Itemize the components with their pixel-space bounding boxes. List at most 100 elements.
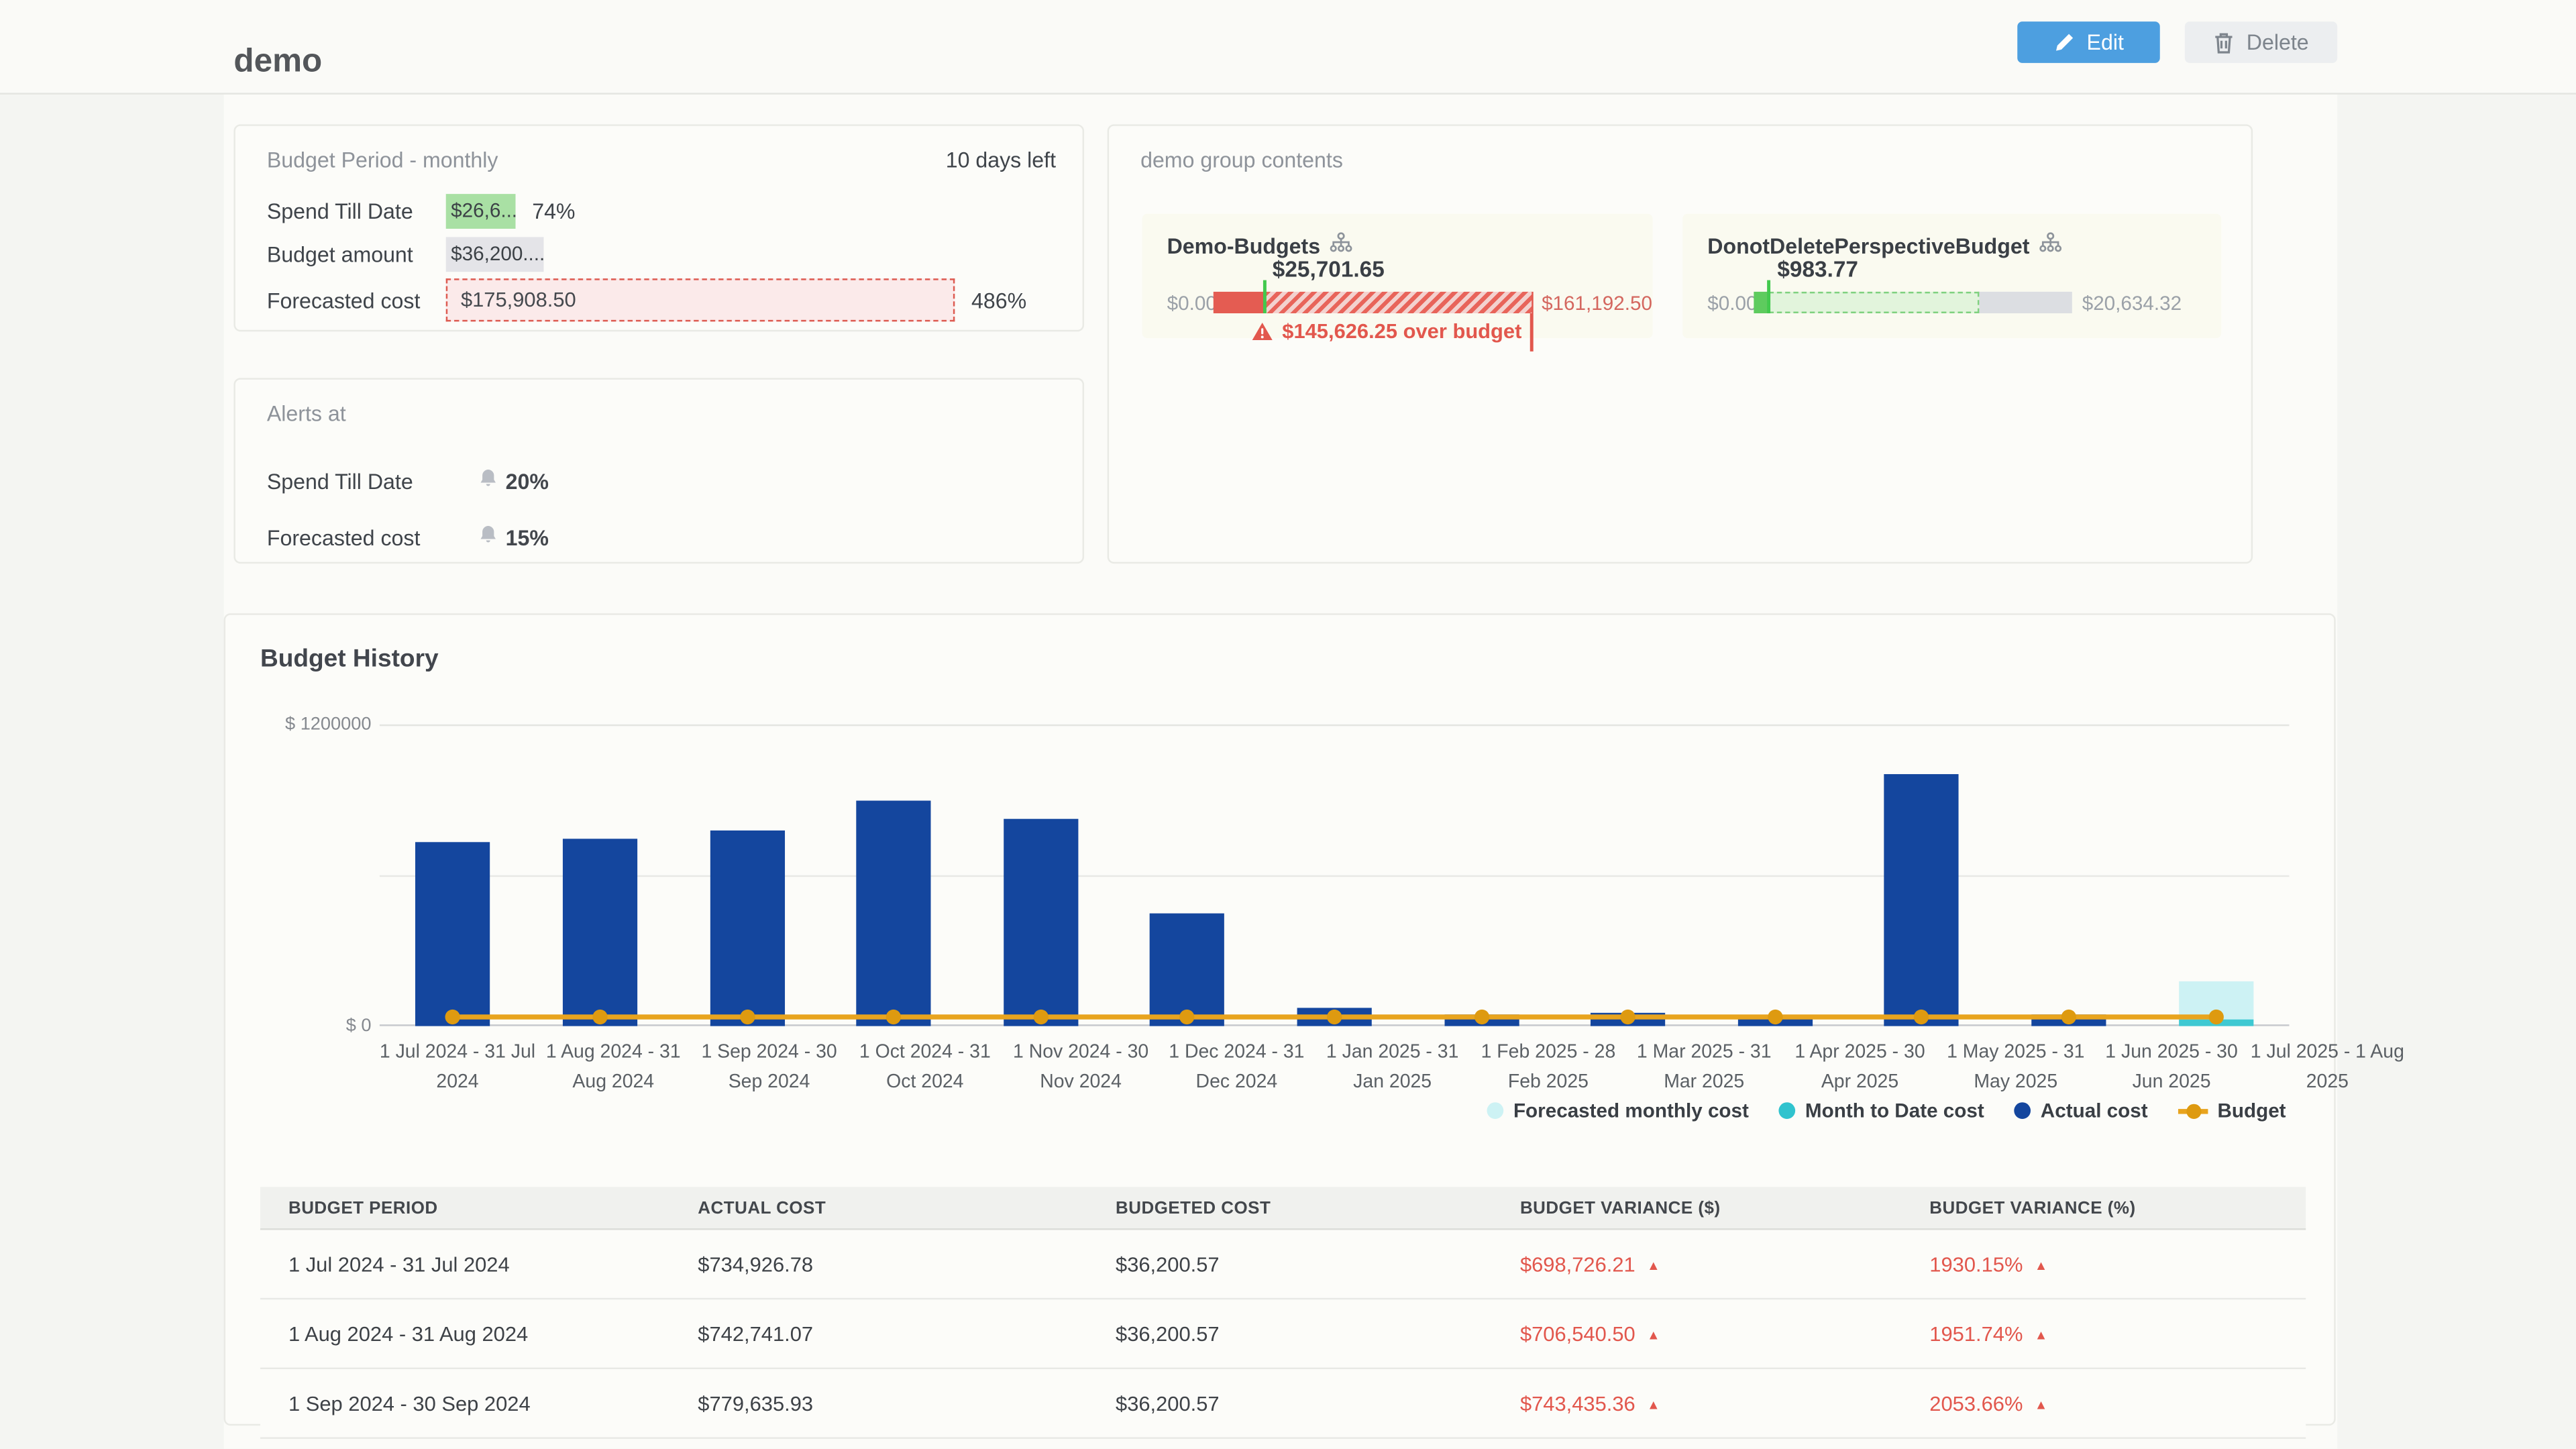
x-axis-tick-label: 1 Apr 2025 - 30 Apr 2025 [1794, 1042, 1925, 1092]
table-cell: 1951.74% ▲ [1929, 1322, 2048, 1346]
x-axis-tick-label: 1 Mar 2025 - 31 Mar 2025 [1636, 1042, 1772, 1092]
legend-item-budget[interactable]: Budget [2178, 1099, 2286, 1122]
table-cell: $36,200.57 [1116, 1322, 1220, 1346]
group-budget-name[interactable]: DonotDeletePerspectiveBudget [1707, 232, 2063, 259]
actual-cost-bar[interactable] [1150, 912, 1225, 1026]
legend-dot [1778, 1102, 1796, 1119]
warning-icon [1252, 320, 1282, 343]
alert-row: Forecasted cost 15% [267, 509, 1056, 566]
chart-slot [674, 724, 820, 1026]
alert-row-label: Spend Till Date [266, 468, 413, 494]
group-budget-name-text: Demo-Budgets [1167, 233, 1321, 258]
x-axis-tick-label: 1 Jan 2025 - 31 Jan 2025 [1326, 1042, 1459, 1092]
group-budget-spend-label: $25,701.65 [1272, 257, 1385, 282]
budget-period-row-pct: 74% [532, 198, 576, 223]
budget-point[interactable] [592, 1009, 608, 1025]
page-header: demo Edit Delete [0, 0, 2576, 95]
group-budget-name[interactable]: Demo-Budgets [1167, 232, 1354, 259]
budget-point[interactable] [886, 1009, 902, 1025]
chart-slot [820, 724, 967, 1026]
budget-period-card: Budget Period - monthly 10 days left Spe… [233, 124, 1085, 332]
pencil-icon [2053, 32, 2075, 53]
group-budget-item[interactable]: DonotDeletePerspectiveBudget $983.77 $0.00… [1682, 213, 2222, 339]
table-row[interactable]: 1 Aug 2024 - 31 Aug 2024 $742,741.07 $36,2… [260, 1299, 2306, 1370]
x-axis-tick-label: 1 May 2025 - 31 May 2025 [1947, 1042, 2085, 1092]
alert-threshold: 15% [478, 524, 549, 551]
budget-point[interactable] [1326, 1009, 1342, 1025]
alerts-card: Alerts at Spend Till Date 20% Forecasted c… [233, 378, 1085, 566]
budget-point[interactable] [1620, 1009, 1636, 1025]
y-axis-max-label: $ 1200000 [285, 714, 372, 735]
remaining-segment [1980, 291, 2072, 314]
budget-point[interactable] [2208, 1009, 2223, 1025]
table-row[interactable]: 1 Jul 2024 - 31 Jul 2024 $734,926.78 $36,2… [260, 1230, 2306, 1300]
budget-point[interactable] [1033, 1009, 1049, 1025]
variance-up-icon: ▲ [1647, 1327, 1660, 1342]
table-cell: 1930.15% ▲ [1929, 1252, 2048, 1276]
alerts-title: Alerts at [266, 400, 346, 427]
chart-slot [1261, 724, 1408, 1026]
spend-segment [1213, 291, 1265, 314]
budget-amount-bar: $36,200.... [445, 236, 545, 272]
budget-period-title: Budget Period - monthly [266, 147, 498, 172]
x-axis-tick-label: 1 Oct 2024 - 31 Oct 2024 [859, 1042, 991, 1092]
budget-point[interactable] [1179, 1009, 1195, 1025]
budget-period-row-label: Forecasted cost [266, 287, 421, 313]
forecast-segment [1264, 291, 1532, 314]
group-contents-title: demo group contents [1140, 147, 1343, 172]
budget-point[interactable] [1473, 1009, 1489, 1025]
legend-item-mtd[interactable]: Month to Date cost [1778, 1099, 1984, 1122]
budget-history-plot [379, 724, 2290, 1026]
table-cell: $743,435.36 ▲ [1519, 1391, 1660, 1415]
actual-cost-bar[interactable] [415, 841, 490, 1026]
chart-legend: Forecasted monthly cost Month to Date cos… [1487, 1099, 2286, 1122]
variance-up-icon: ▲ [2034, 1396, 2048, 1412]
table-column-header: ACTUAL COST [698, 1197, 826, 1218]
alert-threshold-value: 20% [505, 468, 549, 494]
table-cell: 2053.66% ▲ [1929, 1391, 2048, 1415]
budget-point[interactable] [445, 1009, 461, 1025]
bell-icon [478, 524, 499, 551]
table-cell: 1 Jul 2024 - 31 Jul 2024 [288, 1252, 510, 1276]
edit-button[interactable]: Edit [2017, 21, 2160, 63]
chart-slot [1555, 724, 1702, 1026]
legend-item-actual[interactable]: Actual cost [2014, 1099, 2148, 1122]
budget-point[interactable] [2061, 1009, 2076, 1025]
actual-cost-bar[interactable] [709, 830, 784, 1026]
chart-slot [2142, 724, 2289, 1026]
alert-row-label: Forecasted cost [266, 525, 421, 550]
budget-point[interactable] [739, 1009, 755, 1025]
group-budget-item[interactable]: Demo-Budgets $25,701.65 $0.00 $161,192.50 $1… [1142, 213, 1653, 352]
table-row[interactable]: 1 Sep 2024 - 30 Sep 2024 $779,635.93 $36,2… [260, 1369, 2306, 1439]
x-axis-tick-label: 1 Sep 2024 - 30 Sep 2024 [701, 1042, 837, 1092]
table-cell: $779,635.93 [698, 1391, 814, 1415]
actual-cost-bar[interactable] [1884, 774, 1960, 1026]
actual-cost-bar[interactable] [562, 839, 637, 1026]
budget-point[interactable] [1767, 1009, 1783, 1025]
x-axis-tick-label: 1 Dec 2024 - 31 Dec 2024 [1169, 1042, 1305, 1092]
table-cell: $706,540.50 ▲ [1519, 1322, 1660, 1346]
legend-dot [1487, 1102, 1504, 1119]
budget-point[interactable] [1914, 1009, 1930, 1025]
actual-cost-bar[interactable] [1003, 818, 1078, 1026]
table-cell: $36,200.57 [1116, 1252, 1220, 1276]
budget-legend-marker [2178, 1103, 2208, 1118]
bell-icon [478, 468, 499, 494]
bar-max-label: $161,192.50 [1542, 291, 1652, 315]
actual-cost-bar[interactable] [856, 801, 931, 1026]
budget-period-row: Spend Till Date $26,6... 74% [267, 193, 1056, 229]
delete-button[interactable]: Delete [2184, 21, 2338, 63]
table-column-header: BUDGET VARIANCE (%) [1929, 1197, 2136, 1218]
legend-label: Month to Date cost [1805, 1099, 1984, 1122]
table-column-header: BUDGETED COST [1116, 1197, 1271, 1218]
budget-history-card: Budget History $ 1200000 $ 0 1 Jul 2024 … [223, 613, 2404, 1439]
spend-segment [1754, 291, 1770, 314]
group-budget-spend-label: $983.77 [1777, 257, 1858, 282]
legend-item-forecast[interactable]: Forecasted monthly cost [1487, 1099, 1749, 1122]
bar-min-label: $0.00 [1167, 291, 1217, 315]
table-header-row: BUDGET PERIOD ACTUAL COST BUDGETED COST BUD… [260, 1187, 2306, 1230]
legend-label: Actual cost [2040, 1099, 2148, 1122]
x-axis-tick-label: 1 Aug 2024 - 31 Aug 2024 [545, 1042, 681, 1092]
alert-threshold: 20% [478, 468, 549, 494]
